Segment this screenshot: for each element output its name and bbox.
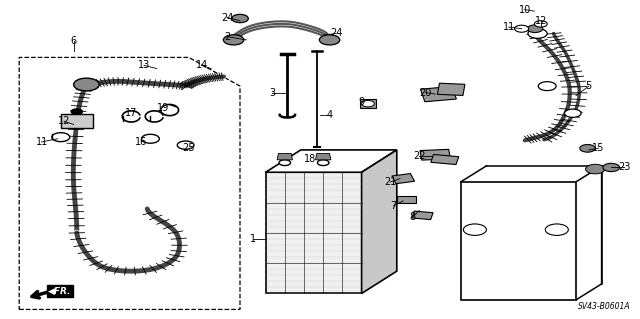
- Circle shape: [545, 224, 568, 235]
- Polygon shape: [266, 150, 397, 172]
- Text: 6: 6: [70, 36, 77, 47]
- Text: 20: 20: [419, 87, 432, 98]
- Polygon shape: [360, 99, 376, 108]
- Circle shape: [177, 141, 194, 149]
- Text: 24: 24: [221, 12, 234, 23]
- Polygon shape: [266, 172, 362, 293]
- Circle shape: [141, 134, 159, 143]
- Circle shape: [74, 78, 99, 91]
- Text: 10: 10: [518, 4, 531, 15]
- Polygon shape: [362, 150, 397, 293]
- Text: 2: 2: [224, 32, 230, 42]
- Circle shape: [528, 29, 547, 38]
- Text: 19: 19: [157, 103, 170, 114]
- Text: 13: 13: [138, 60, 150, 70]
- Text: 5: 5: [586, 81, 592, 91]
- Polygon shape: [397, 196, 416, 203]
- Text: 4: 4: [326, 110, 333, 120]
- Circle shape: [538, 82, 556, 91]
- Text: 1: 1: [250, 234, 256, 244]
- Text: 18: 18: [304, 154, 317, 165]
- Polygon shape: [420, 86, 456, 102]
- Circle shape: [564, 109, 581, 117]
- Circle shape: [534, 21, 547, 27]
- Text: 3: 3: [269, 87, 275, 98]
- Circle shape: [319, 35, 340, 45]
- Circle shape: [317, 160, 329, 166]
- Text: SV43-B0601A: SV43-B0601A: [578, 302, 630, 311]
- Polygon shape: [277, 153, 292, 160]
- Text: 12: 12: [534, 16, 547, 26]
- Text: 8: 8: [410, 212, 416, 222]
- Text: 11: 11: [502, 22, 515, 32]
- Text: 11: 11: [35, 137, 48, 147]
- Circle shape: [362, 100, 374, 107]
- Text: 17: 17: [125, 108, 138, 118]
- Circle shape: [223, 35, 244, 45]
- Circle shape: [71, 109, 83, 115]
- Circle shape: [586, 164, 605, 174]
- Text: 7: 7: [390, 201, 397, 211]
- Text: 21: 21: [384, 177, 397, 187]
- Circle shape: [527, 25, 543, 33]
- Circle shape: [279, 160, 291, 166]
- Circle shape: [515, 25, 529, 32]
- Text: 15: 15: [592, 143, 605, 153]
- Text: 16: 16: [134, 137, 147, 147]
- Polygon shape: [461, 182, 576, 300]
- Text: ◀FR.: ◀FR.: [48, 286, 72, 295]
- Text: ◀FR.: ◀FR.: [48, 286, 72, 295]
- Polygon shape: [420, 149, 451, 160]
- Polygon shape: [438, 83, 465, 95]
- Bar: [61, 114, 93, 128]
- Text: 22: 22: [413, 151, 426, 161]
- Polygon shape: [316, 153, 331, 160]
- Circle shape: [580, 145, 595, 152]
- Polygon shape: [392, 174, 415, 184]
- Circle shape: [52, 133, 70, 142]
- Circle shape: [463, 224, 486, 235]
- Polygon shape: [412, 211, 433, 219]
- Circle shape: [232, 14, 248, 23]
- Text: 12: 12: [58, 116, 70, 126]
- Text: 23: 23: [618, 162, 630, 173]
- Text: 14: 14: [195, 60, 208, 70]
- Circle shape: [603, 163, 620, 172]
- Text: 9: 9: [358, 97, 365, 107]
- Text: 24: 24: [330, 28, 342, 39]
- Polygon shape: [431, 154, 459, 165]
- Text: 25: 25: [182, 143, 195, 153]
